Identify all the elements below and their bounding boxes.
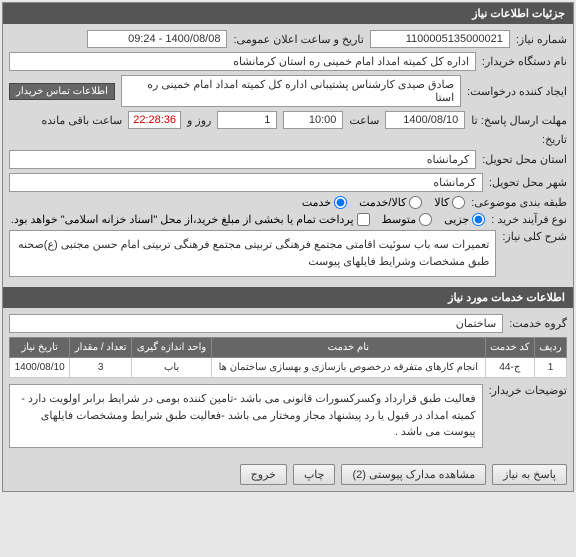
cell-row: 1 <box>534 358 566 378</box>
pt-medium-label: متوسط <box>382 213 417 226</box>
pt-note-check[interactable]: پرداخت تمام یا بخشی از مبلغ خرید،از محل … <box>11 213 370 226</box>
row-category: طبقه بندی موضوعی: کالا کالا/خدمت خدمت <box>9 196 567 209</box>
org-label: نام دستگاه خریدار: <box>482 55 567 68</box>
services-table: ردیف کد خدمت نام خدمت واحد اندازه گیری ت… <box>9 337 567 378</box>
cell-unit: باب <box>132 358 212 378</box>
org-value: اداره کل کمیته امداد امام خمینی ره استان… <box>9 52 476 71</box>
purchase-type-radio-group: جزیی متوسط پرداخت تمام یا بخشی از مبلغ خ… <box>11 213 485 226</box>
col-name: نام خدمت <box>212 338 486 358</box>
pt-small-label: جزیی <box>444 213 469 226</box>
creator-value: صادق صیدی کارشناس پشتیبانی اداره کل کمیت… <box>121 75 461 107</box>
row-city: شهر محل تحویل: کرمانشاه <box>9 173 567 192</box>
remain-label: ساعت باقی مانده <box>41 114 122 127</box>
cat-serviceonly-label: خدمت <box>302 196 331 209</box>
pt-small-input[interactable] <box>472 213 485 226</box>
cell-name: انجام کارهای متفرقه درخصوص بازسازی و بهس… <box>212 358 486 378</box>
pt-medium-radio[interactable]: متوسط <box>382 213 433 226</box>
announce-label: تاریخ و ساعت اعلان عمومی: <box>233 33 363 46</box>
date-only-label: تاریخ: <box>542 133 567 146</box>
cell-date: 1400/08/10 <box>10 358 70 378</box>
need-no-value: 1100005135000021 <box>370 30 510 48</box>
buyer-note-label: توضیحات خریدار: <box>489 384 567 397</box>
days-left: 1 <box>217 111 277 129</box>
col-row: ردیف <box>534 338 566 358</box>
purchase-type-label: نوع فرآیند خرید : <box>491 213 567 226</box>
cat-service-input[interactable] <box>409 196 422 209</box>
keywords-label: شرح کلی نیاز: <box>502 230 567 243</box>
services-area: گروه خدمت: ساختمان ردیف کد خدمت نام خدمت… <box>3 308 573 458</box>
services-header: اطلاعات خدمات مورد نیاز <box>3 287 573 308</box>
province-label: استان محل تحویل: <box>482 153 567 166</box>
row-creator: ایجاد کننده درخواست: صادق صیدی کارشناس پ… <box>9 75 567 107</box>
cat-goods-input[interactable] <box>452 196 465 209</box>
row-need-no: شماره نیاز: 1100005135000021 تاریخ و ساع… <box>9 30 567 48</box>
exit-button[interactable]: خروج <box>240 464 287 485</box>
deadline-time: 10:00 <box>283 111 343 129</box>
keywords-value: تعمیرات سه باب سوئیت اقامتی مجتمع فرهنگی… <box>9 230 496 277</box>
row-service-group: گروه خدمت: ساختمان <box>9 314 567 333</box>
row-buyer-note: توضیحات خریدار: فعالیت طبق قرارداد وکسرک… <box>9 384 567 448</box>
main-panel: جزئیات اطلاعات نیاز شماره نیاز: 11000051… <box>2 2 574 492</box>
table-row: 1ج-44انجام کارهای متفرقه درخصوص بازسازی … <box>10 358 567 378</box>
cat-goods-label: کالا <box>434 196 449 209</box>
creator-label: ایجاد کننده درخواست: <box>467 85 567 98</box>
row-date-only: تاریخ: <box>9 133 567 146</box>
cat-goods-radio[interactable]: کالا <box>434 196 465 209</box>
table-header-row: ردیف کد خدمت نام خدمت واحد اندازه گیری ت… <box>10 338 567 358</box>
buyer-note-value: فعالیت طبق قرارداد وکسرکسورات قانونی می … <box>9 384 483 448</box>
pt-note-label: پرداخت تمام یا بخشی از مبلغ خرید،از محل … <box>11 213 354 226</box>
deadline-date: 1400/08/10 <box>385 111 465 129</box>
form-area: شماره نیاز: 1100005135000021 تاریخ و ساع… <box>3 24 573 287</box>
row-purchase-type: نوع فرآیند خرید : جزیی متوسط پرداخت تمام… <box>9 213 567 226</box>
group-value: ساختمان <box>9 314 503 333</box>
deadline-label: مهلت ارسال پاسخ: تا <box>471 114 567 127</box>
row-keywords: شرح کلی نیاز: تعمیرات سه باب سوئیت اقامت… <box>9 230 567 277</box>
time-label: ساعت <box>349 114 379 127</box>
col-code: کد خدمت <box>485 338 534 358</box>
row-deadline: مهلت ارسال پاسخ: تا 1400/08/10 ساعت 10:0… <box>9 111 567 129</box>
countdown-timer: 22:28:36 <box>128 111 181 129</box>
print-button[interactable]: چاپ <box>293 464 336 485</box>
col-qty: تعداد / مقدار <box>70 338 132 358</box>
city-label: شهر محل تحویل: <box>489 176 567 189</box>
attachments-button[interactable]: مشاهده مدارک پیوستی (2) <box>341 464 486 485</box>
cell-qty: 3 <box>70 358 132 378</box>
pt-small-radio[interactable]: جزیی <box>444 213 485 226</box>
col-unit: واحد اندازه گیری <box>132 338 212 358</box>
city-value: کرمانشاه <box>9 173 483 192</box>
province-value: کرمانشاه <box>9 150 476 169</box>
group-label: گروه خدمت: <box>509 317 567 330</box>
cat-serviceonly-input[interactable] <box>334 196 347 209</box>
cat-service-radio[interactable]: کالا/خدمت <box>359 196 422 209</box>
day-label: روز و <box>187 114 211 127</box>
col-date: تاریخ نیاز <box>10 338 70 358</box>
announce-value: 1400/08/08 - 09:24 <box>87 30 227 48</box>
category-radio-group: کالا کالا/خدمت خدمت <box>302 196 465 209</box>
row-org: نام دستگاه خریدار: اداره کل کمیته امداد … <box>9 52 567 71</box>
category-label: طبقه بندی موضوعی: <box>471 196 567 209</box>
row-province: استان محل تحویل: کرمانشاه <box>9 150 567 169</box>
panel-title: جزئیات اطلاعات نیاز <box>3 3 573 24</box>
need-no-label: شماره نیاز: <box>516 33 567 46</box>
reply-button[interactable]: پاسخ به نیاز <box>492 464 567 485</box>
button-bar: پاسخ به نیاز مشاهده مدارک پیوستی (2) چاپ… <box>3 458 573 491</box>
cell-code: ج-44 <box>485 358 534 378</box>
pt-medium-input[interactable] <box>419 213 432 226</box>
contact-buyer-button[interactable]: اطلاعات تماس خریدار <box>9 83 115 100</box>
cat-serviceonly-radio[interactable]: خدمت <box>302 196 347 209</box>
cat-service-label: کالا/خدمت <box>359 196 406 209</box>
pt-note-checkbox[interactable] <box>357 213 370 226</box>
